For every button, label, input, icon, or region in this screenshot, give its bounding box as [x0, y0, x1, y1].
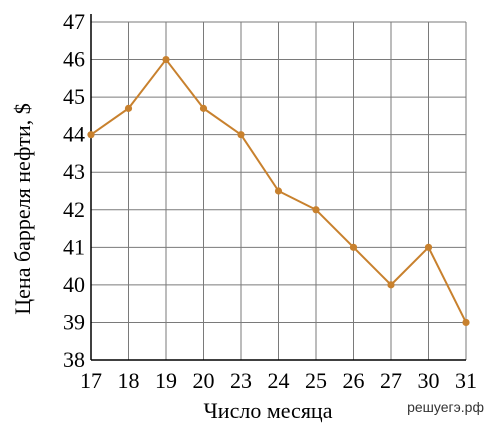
series: [87, 55, 470, 327]
data-point: [424, 243, 433, 251]
y-tick-label: 46: [63, 47, 85, 72]
axes: [90, 14, 466, 361]
x-tick-label: 27: [380, 368, 402, 393]
x-tick-label: 26: [343, 368, 365, 393]
y-tick-label: 43: [63, 159, 85, 184]
x-axis-title: Число месяца: [204, 398, 333, 423]
x-tick-label: 17: [80, 368, 102, 393]
data-point: [462, 318, 470, 327]
y-tick-label: 41: [63, 234, 85, 259]
y-tick-label: 45: [63, 84, 85, 109]
x-tick-label: 19: [155, 368, 177, 393]
y-tick-labels: 38 39 40 41 42 43 44 45 46 47: [63, 9, 85, 372]
data-point: [312, 206, 320, 214]
data-point: [387, 281, 395, 289]
data-point: [274, 187, 283, 195]
y-tick-label: 47: [63, 9, 85, 34]
watermark: решуегэ.рф: [407, 399, 484, 415]
data-point: [349, 243, 358, 251]
data-point: [87, 131, 95, 139]
x-tick-label: 30: [418, 368, 440, 393]
y-tick-label: 44: [63, 122, 85, 147]
y-tick-label: 42: [63, 197, 85, 222]
data-point: [199, 104, 208, 112]
y-axis-title: Цена барреля нефти, $: [10, 103, 35, 314]
y-tick-label: 40: [63, 272, 85, 297]
x-tick-label: 25: [305, 368, 327, 393]
x-tick-label: 23: [230, 368, 252, 393]
x-tick-label: 31: [455, 368, 477, 393]
data-point: [162, 55, 170, 64]
x-tick-labels: 17 18 19 20 23 24 25 26 27 30 31: [80, 368, 477, 393]
data-point: [237, 131, 245, 139]
x-tick-label: 20: [193, 368, 215, 393]
x-tick-label: 18: [118, 368, 140, 393]
y-tick-label: 38: [63, 347, 85, 372]
x-tick-label: 24: [268, 368, 290, 393]
y-tick-label: 39: [63, 309, 85, 334]
data-point: [124, 104, 133, 112]
